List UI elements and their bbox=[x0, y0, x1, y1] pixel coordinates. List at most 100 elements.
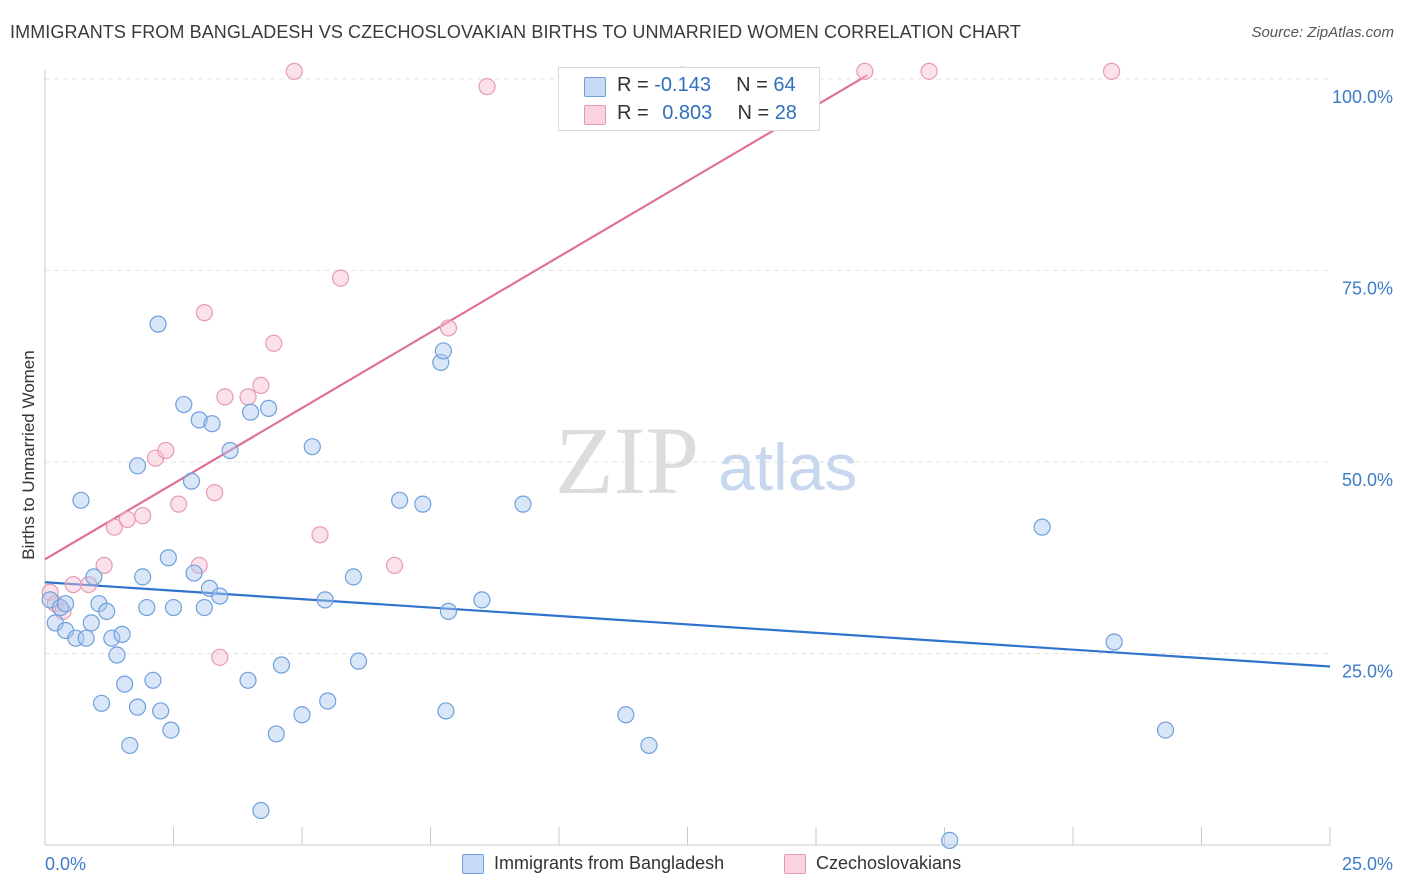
data-point bbox=[385, 556, 404, 575]
data-point bbox=[211, 648, 229, 666]
data-point bbox=[221, 441, 239, 460]
chart-title: IMMIGRANTS FROM BANGLADESH VS CZECHOSLOV… bbox=[10, 22, 1022, 42]
data-point bbox=[242, 403, 260, 421]
watermark-zip: ZIP bbox=[555, 407, 699, 514]
swatch-blue bbox=[584, 77, 606, 97]
data-point bbox=[1105, 633, 1123, 651]
data-point bbox=[252, 801, 270, 820]
data-point bbox=[293, 706, 311, 724]
data-point bbox=[118, 510, 136, 529]
data-point bbox=[164, 598, 183, 617]
watermark: ZIP atlas bbox=[555, 407, 857, 514]
data-point bbox=[856, 62, 874, 80]
data-point bbox=[190, 411, 208, 429]
gridlines bbox=[45, 78, 1330, 654]
data-point bbox=[64, 575, 82, 594]
legend-label: Czechoslovakians bbox=[816, 853, 962, 873]
data-point bbox=[349, 652, 368, 670]
swatch-blue bbox=[462, 854, 484, 874]
data-point bbox=[941, 831, 959, 850]
data-point bbox=[437, 702, 455, 720]
data-point bbox=[157, 441, 175, 460]
x-tick-label: 25.0% bbox=[1342, 854, 1393, 874]
data-point bbox=[239, 671, 257, 689]
data-point bbox=[82, 614, 100, 632]
y-tick-labels: 25.0% 50.0% 75.0% 100.0% bbox=[1332, 87, 1393, 682]
data-point bbox=[331, 269, 350, 287]
swatch-pink bbox=[784, 854, 806, 874]
data-point bbox=[414, 495, 432, 513]
data-point bbox=[252, 376, 270, 394]
n-value: 28 bbox=[774, 102, 797, 124]
data-point bbox=[920, 62, 938, 80]
data-point bbox=[316, 591, 334, 609]
source-label: Source: ZipAtlas.com bbox=[1251, 24, 1394, 41]
data-points bbox=[41, 62, 1175, 850]
data-point bbox=[105, 518, 123, 536]
watermark-atlas: atlas bbox=[718, 430, 857, 504]
data-point bbox=[1102, 62, 1121, 80]
data-point bbox=[285, 62, 303, 80]
data-point bbox=[95, 556, 113, 575]
legend-label: Immigrants from Bangladesh bbox=[494, 853, 725, 873]
data-point bbox=[159, 549, 177, 567]
swatch-pink bbox=[584, 105, 606, 125]
data-point bbox=[134, 507, 152, 525]
data-point bbox=[72, 491, 90, 509]
data-point bbox=[195, 598, 213, 617]
data-point bbox=[77, 629, 95, 647]
data-point bbox=[128, 457, 147, 475]
data-point bbox=[175, 395, 193, 414]
trend-line bbox=[44, 74, 868, 561]
data-point bbox=[121, 736, 139, 755]
data-point bbox=[182, 472, 201, 490]
y-axis-label: Births to Unmarried Women bbox=[19, 350, 38, 559]
y-tick-label: 25.0% bbox=[1342, 662, 1393, 682]
data-point bbox=[478, 78, 496, 96]
n-value: 64 bbox=[773, 74, 796, 96]
trend-lines bbox=[44, 74, 1331, 668]
data-point bbox=[203, 415, 221, 433]
r-value: -0.143 bbox=[654, 74, 711, 96]
data-point bbox=[259, 399, 278, 417]
r-value: 0.803 bbox=[662, 102, 713, 124]
data-point bbox=[1033, 518, 1051, 536]
data-point bbox=[473, 591, 491, 609]
data-point bbox=[265, 334, 283, 352]
data-point bbox=[152, 702, 170, 720]
x-tick-label: 0.0% bbox=[45, 854, 86, 874]
trend-line bbox=[44, 581, 1331, 668]
data-point bbox=[344, 568, 362, 586]
x-tick-labels: 0.0% 25.0% bbox=[45, 854, 1393, 874]
r-label: R = bbox=[617, 74, 649, 96]
stats-legend-row-2: R = 0.803 N = 28 bbox=[559, 100, 819, 128]
data-point bbox=[216, 388, 234, 406]
data-point bbox=[311, 526, 329, 544]
stats-legend: R = -0.143 N = 64 R = 0.803 N = 28 bbox=[558, 67, 820, 131]
data-point bbox=[108, 646, 126, 664]
axes bbox=[44, 70, 1331, 846]
data-point bbox=[85, 568, 103, 586]
data-point bbox=[267, 725, 285, 743]
data-point bbox=[514, 495, 532, 513]
y-tick-label: 75.0% bbox=[1342, 279, 1393, 299]
data-point bbox=[134, 568, 152, 586]
data-point bbox=[116, 675, 134, 693]
data-point bbox=[195, 304, 213, 322]
data-point bbox=[206, 484, 224, 502]
data-point bbox=[128, 698, 147, 716]
data-point bbox=[439, 602, 458, 620]
stats-legend-row-1: R = -0.143 N = 64 bbox=[559, 72, 819, 100]
r-label: R = bbox=[617, 102, 649, 124]
data-point bbox=[617, 706, 635, 724]
data-point bbox=[303, 438, 321, 456]
data-point bbox=[239, 388, 257, 406]
data-point bbox=[56, 595, 75, 613]
data-point bbox=[170, 495, 188, 513]
data-point bbox=[272, 656, 291, 674]
data-point bbox=[103, 629, 121, 647]
data-point bbox=[92, 694, 111, 712]
data-point bbox=[138, 598, 156, 617]
data-point bbox=[439, 319, 458, 337]
